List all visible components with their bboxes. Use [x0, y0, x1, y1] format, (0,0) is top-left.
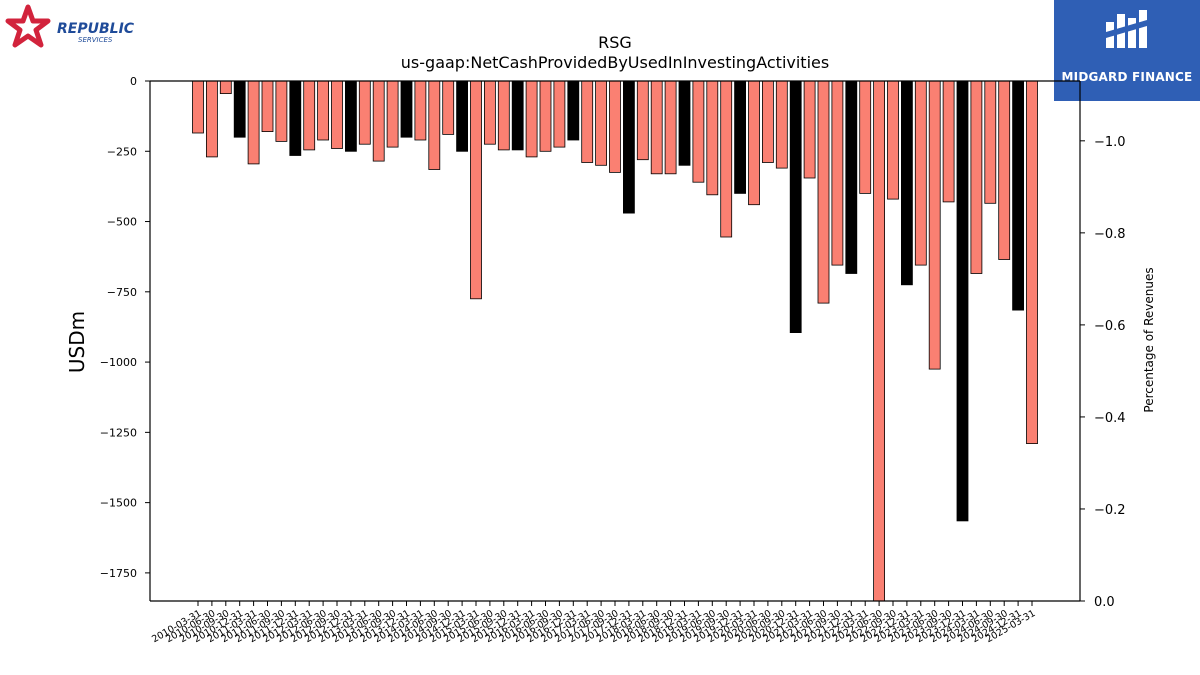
bar-2018-03-31 [636, 80, 649, 161]
bar-2022-09-30 [887, 80, 899, 200]
bar-2014-12-31 [456, 80, 469, 152]
y-tick-label: −500 [107, 216, 137, 229]
bar-2012-12-31 [344, 80, 357, 152]
bar-2018-09-30 [664, 80, 677, 175]
logo-brand-text: MIDGARD FINANCE [1061, 70, 1193, 84]
republic-services-logo: REPUBLIC SERVICES [4, 4, 154, 54]
bar-2024-06-30 [984, 80, 997, 204]
bar-2019-06-30 [706, 80, 719, 196]
bar-2018-06-30 [650, 80, 663, 175]
chart-subtitle: us-gaap:NetCashProvidedByUsedInInvesting… [400, 53, 830, 72]
bar-2017-06-30 [595, 80, 607, 166]
y-tick-label: −1250 [100, 426, 137, 439]
y-tick-label: −1500 [100, 497, 137, 510]
bar-2020-06-30 [762, 80, 774, 163]
bar-2013-03-31 [358, 80, 371, 145]
bar-2011-06-30 [261, 80, 274, 132]
bar-2011-09-30 [275, 80, 288, 142]
y2-tick-label: 0.0 [1094, 595, 1115, 610]
bar-2014-09-30 [442, 80, 455, 135]
bar-2023-06-30 [928, 80, 941, 370]
bar-2020-09-30 [775, 80, 788, 169]
bar-2013-12-31 [400, 80, 413, 138]
y-tick-label: −1000 [100, 356, 137, 369]
bar-2024-09-30 [998, 80, 1011, 260]
midgard-finance-logo: MIDGARD FINANCE [1054, 0, 1200, 101]
bar-2022-03-31 [859, 80, 872, 194]
bar-2012-03-31 [303, 80, 316, 151]
y2-tick-label: −0.8 [1094, 227, 1126, 242]
bar-2017-03-31 [581, 80, 594, 163]
logo-sub-text: SERVICES [78, 36, 113, 44]
bar-2021-12-31 [845, 80, 858, 274]
midgard-mark-icon [1106, 10, 1147, 48]
bar-2012-09-30 [331, 80, 343, 149]
bar-2023-12-31 [956, 80, 969, 522]
star-icon [5, 4, 51, 48]
bar-2024-12-31 [1012, 80, 1024, 311]
bar-2010-12-31 [233, 80, 246, 138]
bar-2019-03-31 [692, 80, 705, 183]
bar-2015-12-31 [511, 80, 524, 151]
bar-2025-03-31 [1026, 80, 1038, 445]
bar-2012-06-30 [317, 80, 330, 141]
y2-tick-label: −1.0 [1094, 135, 1126, 150]
y-tick-label: −750 [107, 286, 137, 299]
bar-2016-09-30 [553, 80, 566, 148]
bar-2014-06-30 [428, 80, 441, 170]
bar-2021-03-31 [803, 80, 816, 179]
bar-2018-12-31 [678, 80, 691, 166]
bar-2024-03-31 [970, 80, 983, 274]
y2-tick-label: −0.2 [1094, 503, 1126, 518]
bar-2016-03-31 [525, 80, 538, 158]
bar-2011-03-31 [247, 80, 260, 165]
chart-title: RSG [598, 33, 632, 52]
y-tick-label: −250 [107, 145, 137, 158]
bar-2015-06-30 [483, 80, 496, 145]
y2-tick-label: −0.4 [1094, 411, 1126, 426]
y-tick-label: −1750 [100, 567, 137, 580]
bar-2013-06-30 [372, 80, 385, 162]
bar-2019-12-31 [734, 80, 746, 194]
bar-2010-06-30 [205, 80, 218, 158]
bar-2021-09-30 [831, 80, 844, 266]
bar-2010-09-30 [219, 80, 232, 95]
bar-2023-09-30 [942, 80, 955, 203]
bar-2017-12-31 [623, 80, 635, 214]
bar-2013-09-30 [386, 80, 399, 148]
bar-2015-03-31 [470, 80, 482, 300]
bar-2019-09-30 [720, 80, 733, 238]
bar-2011-12-31 [289, 80, 302, 156]
bar-2017-09-30 [609, 80, 621, 173]
logo-brand-text: REPUBLIC [57, 21, 135, 37]
y2-tick-label: −0.6 [1094, 319, 1126, 334]
bar-2020-12-31 [789, 80, 802, 334]
bar-2016-12-31 [567, 80, 580, 141]
bar-2022-12-31 [901, 80, 913, 286]
bar-2022-06-30 [873, 80, 885, 602]
bar-2020-03-31 [748, 80, 760, 206]
bar-2010-03-31 [192, 80, 204, 134]
bar-2015-09-30 [497, 80, 510, 151]
bar-2023-03-31 [914, 80, 927, 266]
y-tick-label: 0 [130, 75, 137, 88]
bar-2021-06-30 [817, 80, 830, 304]
bar-2014-03-31 [414, 80, 427, 141]
bar-2016-06-30 [539, 80, 552, 152]
